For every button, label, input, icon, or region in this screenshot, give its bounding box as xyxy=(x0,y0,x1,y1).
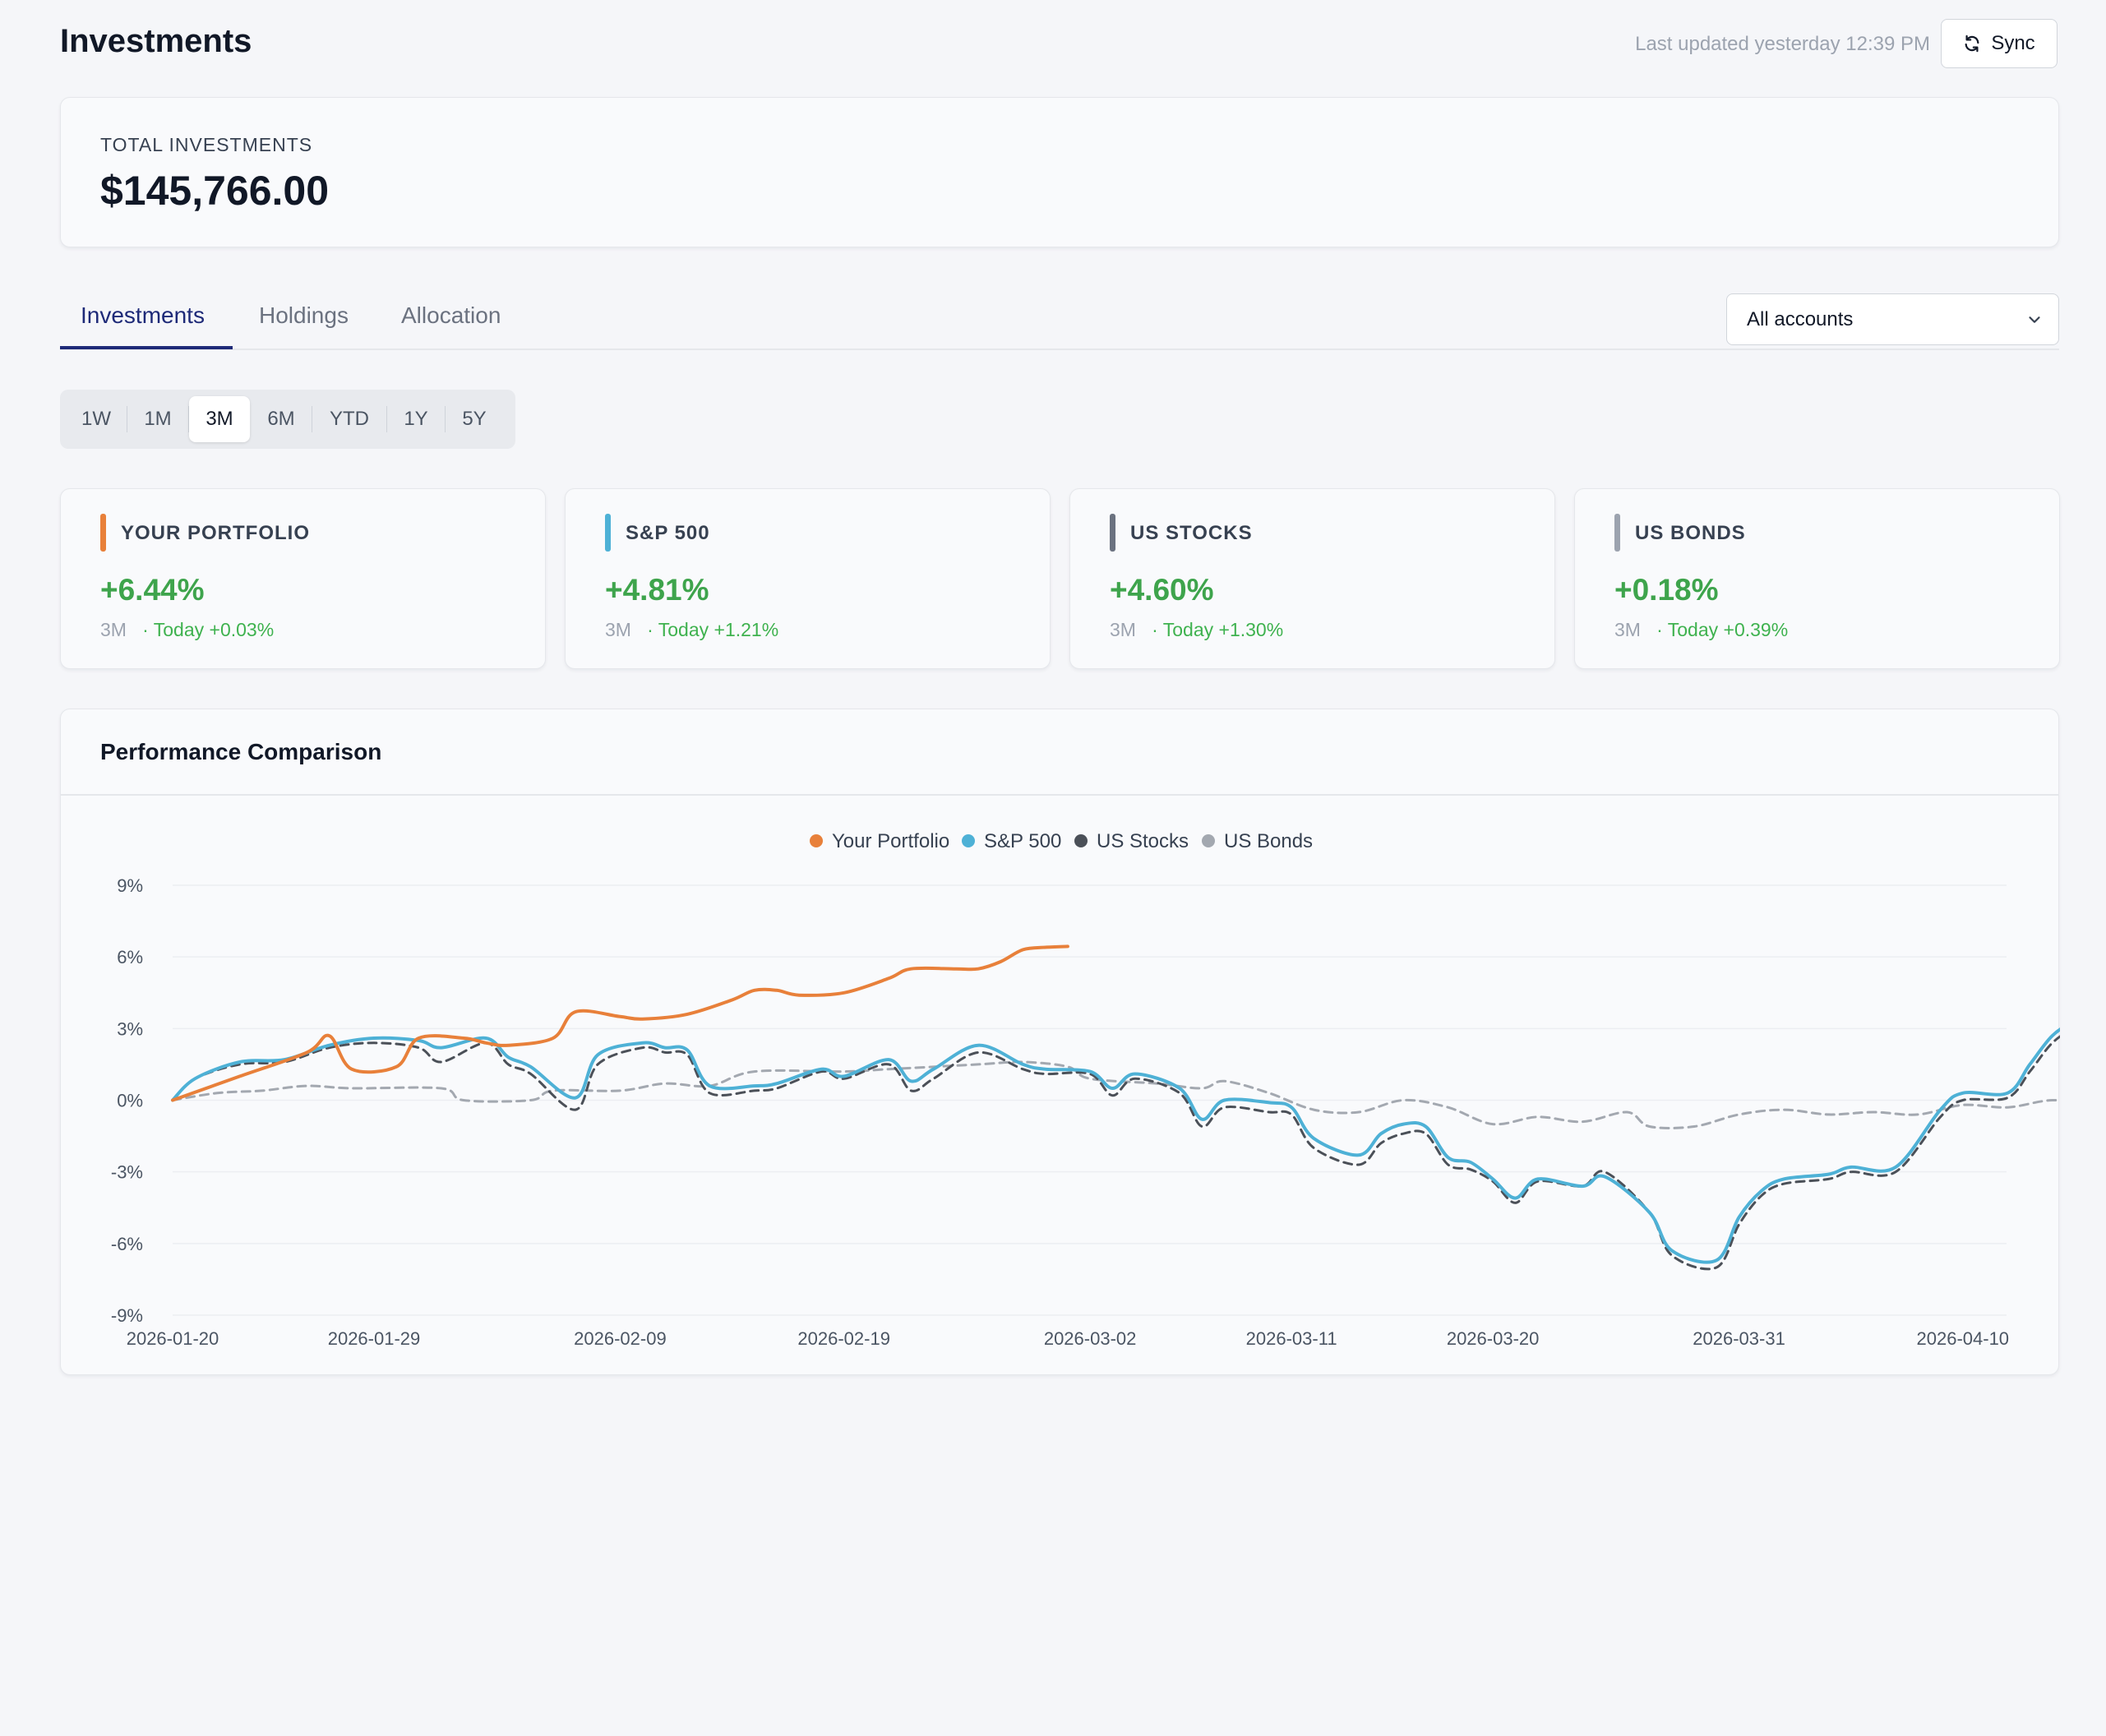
tabs-divider xyxy=(60,349,2059,350)
series-line-us-stocks xyxy=(171,1035,2060,1271)
y-tick-label: 0% xyxy=(117,1091,143,1111)
x-tick-label: 2026-03-31 xyxy=(1693,1328,1785,1349)
stat-subtext: 3M · Today +0.03% xyxy=(100,619,274,641)
stat-period: 3M xyxy=(605,619,631,640)
legend-label-s-p-500: S&P 500 xyxy=(984,830,1061,852)
total-investments-card: TOTAL INVESTMENTS $145,766.00 xyxy=(60,97,2059,247)
x-tick-label: 2026-02-19 xyxy=(797,1328,890,1349)
range-separator xyxy=(188,406,189,432)
performance-divider xyxy=(61,794,2058,796)
total-investments-value: $145,766.00 xyxy=(100,168,330,214)
legend-label-us-stocks: US Stocks xyxy=(1097,830,1189,852)
tab-investments[interactable]: Investments xyxy=(81,302,205,328)
legend-label-us-bonds: US Bonds xyxy=(1224,830,1313,852)
time-range-selector: 1W 1M 3M 6M YTD 1Y 5Y xyxy=(60,390,515,449)
legend-dot-us-bonds xyxy=(1202,834,1215,847)
stat-label: US BONDS xyxy=(1635,522,1746,544)
stat-value: +0.18% xyxy=(1614,573,1719,607)
stat-subtext: 3M · Today +0.39% xyxy=(1614,619,1788,641)
x-tick-label: 2026-02-09 xyxy=(574,1328,667,1349)
range-6m-button[interactable]: 6M xyxy=(267,408,295,430)
page-title: Investments xyxy=(60,23,252,59)
stat-subtext: 3M · Today +1.30% xyxy=(1110,619,1283,641)
range-ytd-button[interactable]: YTD xyxy=(330,408,369,430)
x-tick-label: 2026-03-11 xyxy=(1246,1328,1337,1349)
range-1y-button[interactable]: 1Y xyxy=(404,408,428,430)
stat-subtext: 3M · Today +1.21% xyxy=(605,619,778,641)
performance-title: Performance Comparison xyxy=(100,739,382,764)
stat-label: YOUR PORTFOLIO xyxy=(121,522,310,544)
x-tick-label: 2026-03-02 xyxy=(1044,1328,1137,1349)
y-tick-label: -9% xyxy=(111,1305,143,1326)
refresh-icon xyxy=(1963,35,1981,53)
us-bonds-color-marker xyxy=(1614,514,1620,552)
stat-today-change: · Today +0.03% xyxy=(142,619,275,640)
stat-value: +6.44% xyxy=(100,573,205,607)
total-investments-label: TOTAL INVESTMENTS xyxy=(100,134,313,155)
stat-card-us-bonds: US BONDS +0.18% 3M · Today +0.39% xyxy=(1574,488,2060,669)
y-tick-label: -6% xyxy=(111,1234,143,1254)
y-tick-label: 3% xyxy=(117,1018,143,1039)
stat-card-us-stocks: US STOCKS +4.60% 3M · Today +1.30% xyxy=(1069,488,1555,669)
stat-card-portfolio: YOUR PORTFOLIO +6.44% 3M · Today +0.03% xyxy=(60,488,546,669)
stat-today-change: · Today +0.39% xyxy=(1656,619,1789,640)
y-tick-label: -3% xyxy=(111,1162,143,1183)
legend-dot-s-p-500 xyxy=(962,834,975,847)
legend-label-your-portfolio: Your Portfolio xyxy=(832,830,949,852)
stat-period: 3M xyxy=(100,619,127,640)
sync-label: Sync xyxy=(1991,32,2035,54)
x-tick-label: 2026-01-29 xyxy=(328,1328,421,1349)
active-tab-indicator xyxy=(60,346,233,349)
account-select[interactable]: All accounts xyxy=(1726,293,2059,345)
x-tick-label: 2026-03-20 xyxy=(1447,1328,1540,1349)
legend-dot-your-portfolio xyxy=(810,834,823,847)
performance-card: Performance Comparison 9% 6% 3% 0% -3% -6% -9%… xyxy=(60,709,2060,1375)
stat-label: US STOCKS xyxy=(1130,522,1253,544)
range-1m-button[interactable]: 1M xyxy=(144,408,172,430)
range-1w-button[interactable]: 1W xyxy=(81,408,111,430)
stat-value: +4.60% xyxy=(1110,573,1214,607)
range-3m-button[interactable]: 3M xyxy=(189,396,250,442)
stat-today-change: · Today +1.21% xyxy=(647,619,779,640)
stat-period: 3M xyxy=(1110,619,1136,640)
range-separator xyxy=(386,406,387,432)
stat-label: S&P 500 xyxy=(626,522,710,544)
account-select-value: All accounts xyxy=(1747,307,1854,330)
y-tick-label: 9% xyxy=(117,875,143,896)
chevron-down-icon xyxy=(2025,311,2044,335)
series-line-us-bonds xyxy=(171,1060,2060,1129)
stat-value: +4.81% xyxy=(605,573,709,607)
y-tick-label: 6% xyxy=(117,947,143,967)
tab-allocation[interactable]: Allocation xyxy=(401,302,501,328)
series-line-your-portfolio xyxy=(171,944,1069,1102)
portfolio-color-marker xyxy=(100,514,106,552)
range-separator xyxy=(445,406,446,432)
us-stocks-color-marker xyxy=(1110,514,1115,552)
x-tick-label: 2026-04-10 xyxy=(1917,1328,2010,1349)
performance-chart: 9% 6% 3% 0% -3% -6% -9%2026-01-20 2026-01-29 202… xyxy=(111,830,2060,1349)
sync-button[interactable]: Sync xyxy=(1941,19,2058,68)
tab-holdings[interactable]: Holdings xyxy=(259,302,349,328)
stat-period: 3M xyxy=(1614,619,1641,640)
legend-dot-us-stocks xyxy=(1074,834,1088,847)
sp500-color-marker xyxy=(605,514,611,552)
stat-today-change: · Today +1.30% xyxy=(1152,619,1284,640)
range-5y-button[interactable]: 5Y xyxy=(462,408,487,430)
series-line-s-p-500 xyxy=(171,1027,2060,1264)
x-tick-label: 2026-01-20 xyxy=(127,1328,219,1349)
last-updated-text: Last updated yesterday 12:39 PM xyxy=(1635,33,1930,55)
stat-card-sp500: S&P 500 +4.81% 3M · Today +1.21% xyxy=(565,488,1051,669)
